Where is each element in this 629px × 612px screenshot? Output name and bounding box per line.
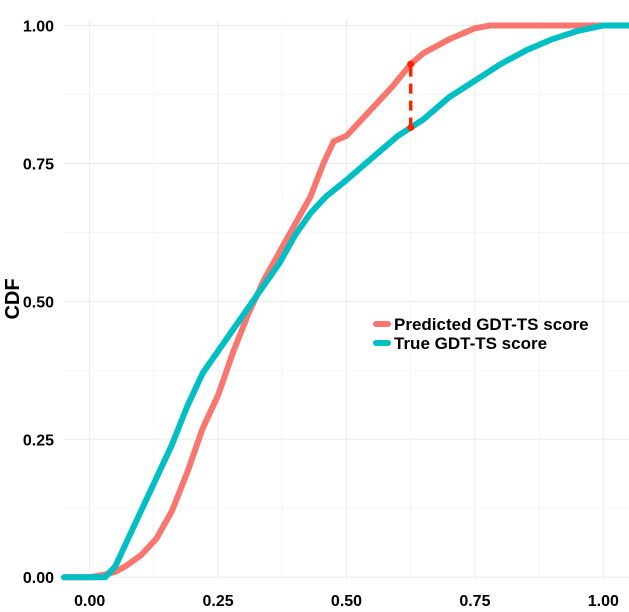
series-line-0 — [61, 22, 629, 581]
legend-label-0: Predicted GDT-TS score — [394, 315, 589, 334]
grid — [64, 20, 629, 580]
y-axis-title: CDF — [2, 278, 24, 319]
y-tick-label: 0.00 — [23, 570, 54, 587]
x-axis-ticks: 0.00 0.25 0.50 0.75 1.00 — [74, 593, 619, 610]
ks-endpoint-top — [407, 60, 415, 68]
x-tick-label: 1.00 — [588, 593, 619, 610]
x-tick-label: 0.50 — [331, 593, 362, 610]
y-tick-label: 0.25 — [23, 432, 54, 449]
series-line-1 — [61, 22, 629, 581]
x-tick-label: 0.00 — [74, 593, 105, 610]
x-tick-label: 0.25 — [203, 593, 234, 610]
y-tick-label: 0.75 — [23, 156, 54, 173]
ks-endpoint-bottom — [407, 124, 415, 132]
annotations — [407, 60, 415, 132]
y-axis-ticks: 0.00 0.25 0.50 0.75 1.00 — [23, 19, 54, 588]
series-lines — [61, 22, 629, 581]
legend-label-1: True GDT-TS score — [394, 334, 547, 353]
y-tick-label: 1.00 — [23, 19, 54, 36]
x-tick-label: 0.75 — [459, 593, 490, 610]
y-tick-label: 0.50 — [23, 294, 54, 311]
